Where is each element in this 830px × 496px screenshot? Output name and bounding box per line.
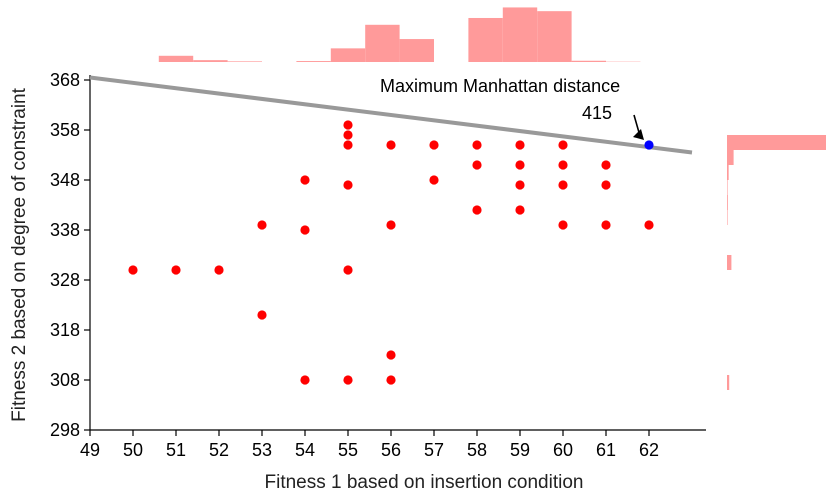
y-tick-label: 358: [50, 120, 80, 140]
top-histogram-bar: [158, 55, 194, 62]
right-histogram: [727, 135, 826, 390]
right-histogram-bar: [727, 255, 732, 270]
data-point: [128, 265, 138, 275]
data-point: [171, 265, 181, 275]
data-point: [214, 265, 224, 275]
scatter-points: [128, 120, 654, 385]
right-histogram-bar: [727, 210, 728, 225]
data-point: [601, 160, 611, 170]
data-point: [558, 160, 568, 170]
y-tick-label: 298: [50, 420, 80, 440]
top-histogram: [158, 7, 641, 63]
annotation-value: 415: [582, 103, 612, 123]
top-histogram-bar: [227, 61, 262, 62]
y-tick-label: 348: [50, 170, 80, 190]
data-point: [644, 220, 654, 230]
y-axis-label: Fitness 2 based on degree of constraint: [9, 87, 30, 421]
data-point: [343, 140, 353, 150]
x-tick-label: 56: [381, 440, 401, 460]
data-point: [429, 175, 439, 185]
right-histogram-bar: [727, 375, 730, 390]
x-tick-label: 58: [467, 440, 487, 460]
y-tick-label: 318: [50, 320, 80, 340]
top-histogram-bar: [193, 60, 228, 62]
data-point: [343, 375, 353, 385]
x-tick-label: 50: [123, 440, 143, 460]
data-point: [472, 205, 482, 215]
annotation-label: Maximum Manhattan distance: [380, 76, 620, 96]
x-tick-label: 57: [424, 440, 444, 460]
top-histogram-bar: [468, 17, 503, 62]
data-point: [515, 160, 525, 170]
x-tick-label: 62: [639, 440, 659, 460]
x-tick-label: 55: [338, 440, 358, 460]
data-point: [558, 180, 568, 190]
x-tick-label: 53: [252, 440, 272, 460]
y-tick-label: 338: [50, 220, 80, 240]
top-histogram-bar: [296, 61, 331, 62]
y-tick-label: 308: [50, 370, 80, 390]
data-point: [386, 140, 396, 150]
right-histogram-bar: [727, 195, 728, 210]
data-point: [343, 180, 353, 190]
y-tick-label: 328: [50, 270, 80, 290]
data-point: [515, 140, 525, 150]
annotation-arrowhead: [633, 129, 644, 140]
top-histogram-bar: [330, 48, 366, 62]
data-point: [386, 375, 396, 385]
x-tick-label: 52: [209, 440, 229, 460]
x-tick-label: 51: [166, 440, 186, 460]
right-histogram-bar: [727, 180, 728, 195]
x-tick-label: 60: [553, 440, 573, 460]
annotation: Maximum Manhattan distance 415: [380, 76, 644, 140]
right-histogram-bar: [727, 135, 826, 150]
data-point: [472, 140, 482, 150]
data-point: [429, 140, 439, 150]
data-point: [300, 225, 310, 235]
data-point: [343, 120, 353, 130]
data-point: [386, 220, 396, 230]
x-axis-label: Fitness 1 based on insertion condition: [265, 472, 584, 493]
top-histogram-bar: [365, 24, 400, 62]
data-point: [300, 175, 310, 185]
y-tick-label: 368: [50, 70, 80, 90]
right-histogram-bar: [727, 165, 729, 180]
data-point: [386, 350, 396, 360]
data-point: [257, 310, 267, 320]
top-histogram-bar: [502, 7, 538, 63]
x-tick-label: 49: [80, 440, 100, 460]
top-histogram-bar: [399, 39, 434, 62]
max-distance-line-layer: [89, 75, 693, 155]
main-axes: 49 50 51 52 53 54 55 56 57 58 59 60 61 62 298 308 318 328…: [50, 70, 706, 460]
x-tick-label: 61: [596, 440, 616, 460]
top-histogram-bar: [571, 60, 606, 62]
x-tick-label: 54: [295, 440, 315, 460]
x-tick-label: 59: [510, 440, 530, 460]
max-distance-line: [89, 75, 693, 155]
data-point: [558, 140, 568, 150]
data-point: [601, 220, 611, 230]
right-histogram-bar: [727, 150, 734, 165]
data-point: [343, 130, 353, 140]
data-point: [558, 220, 568, 230]
data-point: [472, 160, 482, 170]
top-histogram-bar: [537, 11, 572, 62]
max-distance-point: [644, 140, 654, 150]
data-point: [601, 180, 611, 190]
data-point: [515, 205, 525, 215]
data-point: [343, 265, 353, 275]
data-point: [515, 180, 525, 190]
data-point: [257, 220, 267, 230]
data-point: [300, 375, 310, 385]
